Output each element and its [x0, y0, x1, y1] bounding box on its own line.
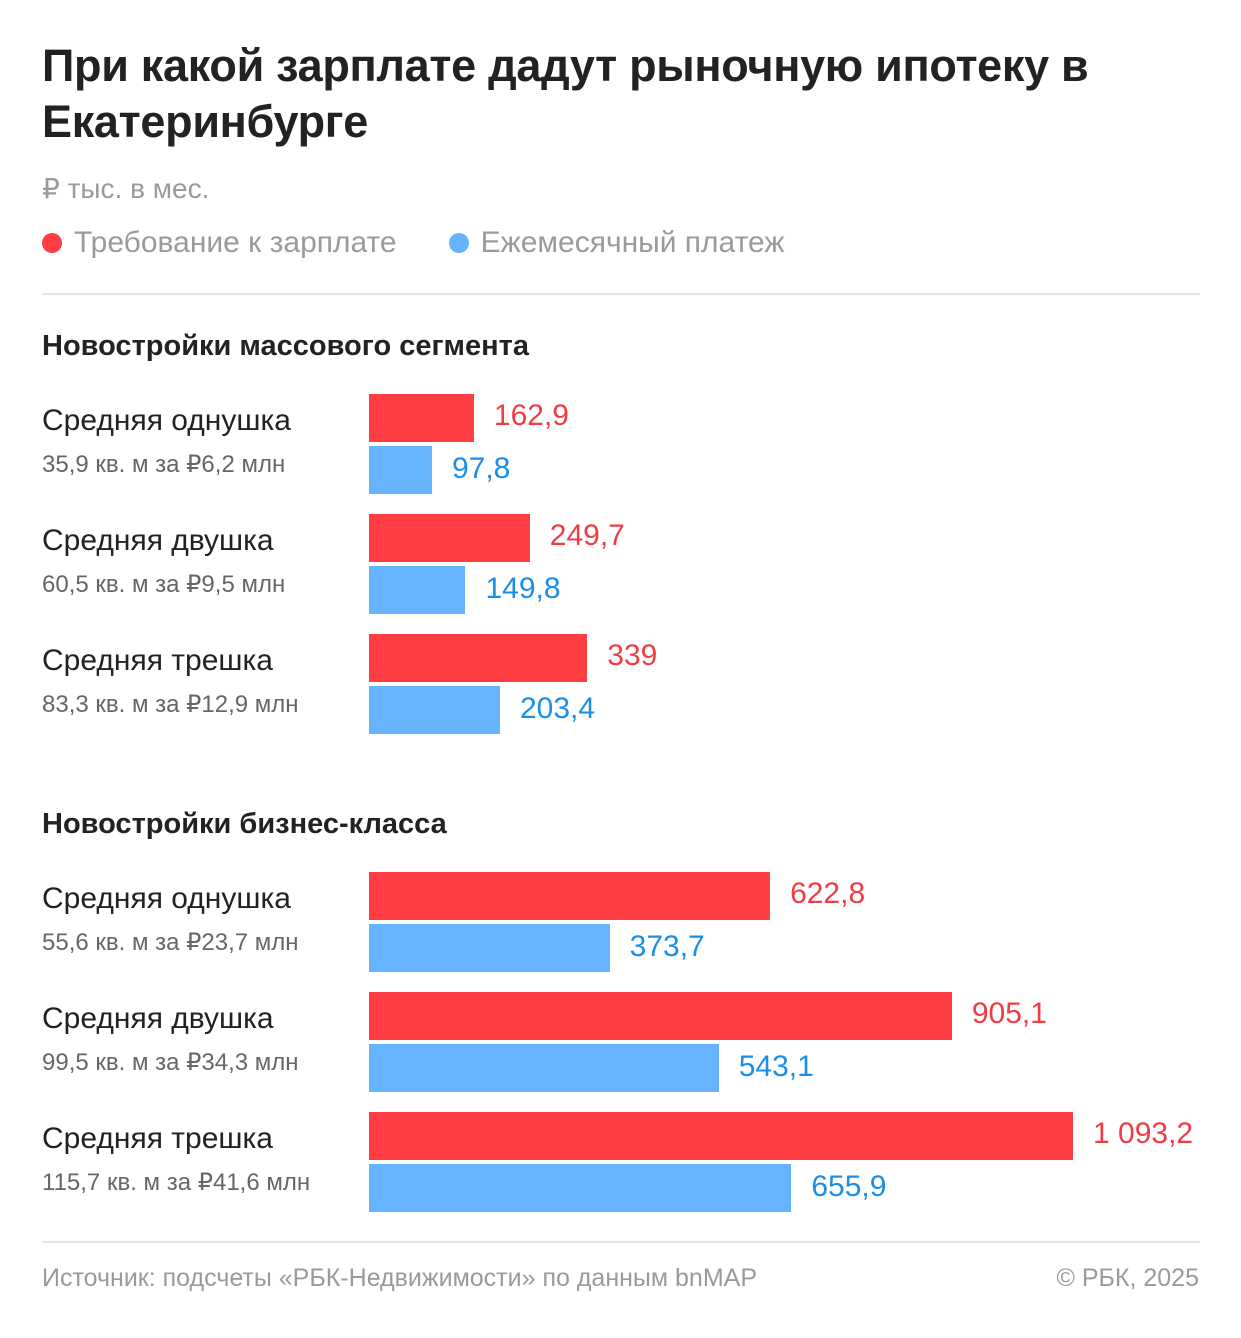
payment-value-label: 149,8 — [485, 572, 561, 605]
payment-bar — [369, 446, 432, 494]
salary-bar — [369, 1112, 1073, 1160]
legend-swatch-payment — [448, 233, 469, 253]
salary-bar — [369, 634, 588, 682]
salary-bar — [369, 394, 474, 442]
row-label: Средняя однушка — [42, 404, 291, 437]
row-sublabel: 115,7 кв. м за ₽41,6 млн — [42, 1169, 311, 1196]
salary-value-label: 162,9 — [493, 399, 569, 432]
payment-value-label: 543,1 — [738, 1050, 814, 1083]
row-label: Средняя трешка — [42, 1122, 273, 1155]
row-sublabel: 83,3 кв. м за ₽12,9 млн — [42, 691, 299, 718]
payment-value-label: 373,7 — [629, 930, 705, 963]
payment-bar — [369, 1164, 792, 1212]
salary-bar — [369, 872, 771, 920]
row-label: Средняя трешка — [42, 644, 273, 677]
row-label: Средняя однушка — [42, 882, 291, 915]
payment-bar — [369, 1044, 719, 1092]
section-title: Новостройки массового сегмента — [42, 330, 529, 362]
payment-bar — [369, 924, 610, 972]
salary-value-label: 905,1 — [971, 997, 1047, 1030]
header-divider — [42, 293, 1200, 295]
payment-bar — [369, 686, 500, 734]
salary-value-label: 1 093,2 — [1093, 1117, 1194, 1150]
salary-bar — [369, 992, 952, 1040]
payment-bar — [369, 566, 466, 614]
chart-title: При какой зарплате дадут рыночную ипотек… — [42, 40, 1089, 147]
row-sublabel: 55,6 кв. м за ₽23,7 млн — [42, 929, 299, 956]
row-sublabel: 99,5 кв. м за ₽34,3 млн — [42, 1049, 299, 1076]
legend-label-payment: Ежемесячный платеж — [480, 226, 785, 259]
unit-label: ₽ тыс. в мес. — [42, 173, 210, 204]
section-title: Новостройки бизнес-класса — [42, 808, 447, 840]
salary-value-label: 622,8 — [790, 877, 866, 910]
legend-label-salary: Требование к зарплате — [74, 226, 397, 259]
row-label: Средняя двушка — [42, 1002, 274, 1035]
legend-swatch-salary — [42, 233, 62, 253]
copyright: © РБК, 2025 — [1056, 1264, 1199, 1292]
payment-value-label: 203,4 — [519, 692, 596, 725]
source-note: Источник: подсчеты «РБК-Недвижимости» по… — [42, 1264, 758, 1292]
payment-value-label: 97,8 — [451, 452, 511, 485]
row-sublabel: 35,9 кв. м за ₽6,2 млн — [42, 451, 286, 478]
salary-value-label: 249,7 — [549, 519, 625, 552]
legend-item-payment: Ежемесячный платеж — [448, 226, 785, 260]
payment-value-label: 655,9 — [811, 1170, 887, 1203]
salary-bar — [369, 514, 530, 562]
row-label: Средняя двушка — [42, 524, 274, 557]
row-sublabel: 60,5 кв. м за ₽9,5 млн — [42, 571, 286, 598]
salary-value-label: 339 — [607, 639, 658, 672]
legend-item-salary: Требование к зарплате — [42, 226, 397, 260]
legend: Требование к зарплате Ежемесячный платеж — [42, 226, 836, 260]
footer-divider — [42, 1241, 1200, 1243]
